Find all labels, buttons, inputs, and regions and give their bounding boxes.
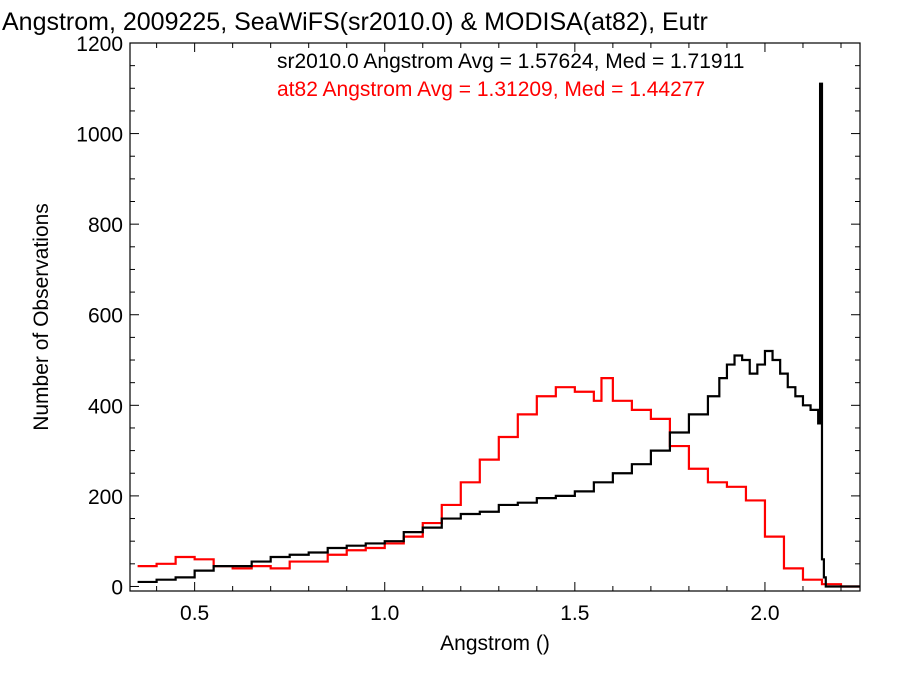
y-tick-label: 800 xyxy=(88,214,123,237)
series-at82-line xyxy=(137,377,860,588)
y-axis-label: Number of Observations xyxy=(30,203,53,431)
series-layer xyxy=(137,82,860,588)
y-axis: 0 200 400 600 800 1000 1200 xyxy=(76,33,860,599)
y-tick-label: 1200 xyxy=(76,33,123,56)
y-tick-label: 200 xyxy=(88,486,123,509)
x-axis-label: Angstrom () xyxy=(440,632,550,655)
plot-frame xyxy=(129,42,861,592)
y-tick-label: 1000 xyxy=(76,124,123,147)
x-tick-label: 1.5 xyxy=(560,602,589,625)
x-axis: 0.5 1.0 1.5 2.0 xyxy=(156,43,842,625)
y-tick-label: 0 xyxy=(111,576,123,599)
y-tick-label: 600 xyxy=(88,305,123,328)
y-tick-label: 400 xyxy=(88,395,123,418)
series-sr2010-line xyxy=(137,82,860,588)
chart-title: Angstrom, 2009225, SeaWiFS(sr2010.0) & M… xyxy=(2,8,708,36)
annotation-at82: at82 Angstrom Avg = 1.31209, Med = 1.442… xyxy=(277,78,705,101)
x-tick-label: 0.5 xyxy=(180,602,209,625)
x-tick-label: 1.0 xyxy=(370,602,399,625)
x-tick-label: 2.0 xyxy=(750,602,779,625)
annotation-sr2010: sr2010.0 Angstrom Avg = 1.57624, Med = 1… xyxy=(277,50,744,73)
